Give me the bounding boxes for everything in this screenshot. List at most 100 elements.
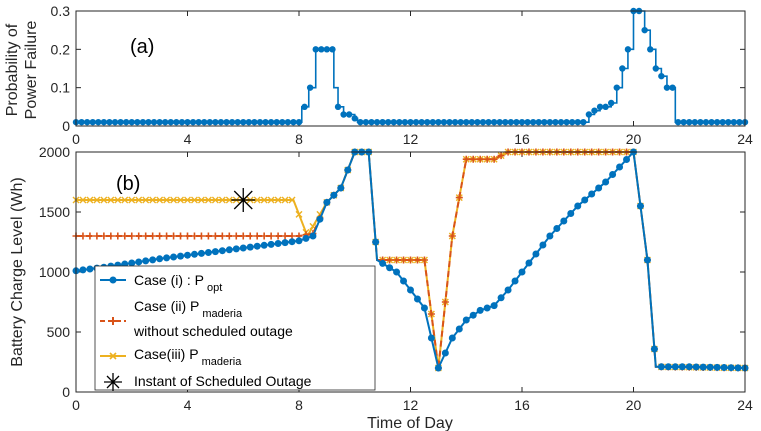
a-data-point [145, 118, 152, 126]
scheduled-outage-asterisk [231, 188, 256, 212]
panel-a-axes-box [75, 10, 746, 127]
b-point-case-iii [253, 196, 261, 204]
b-point-case-i [407, 286, 414, 294]
a-data-point [719, 118, 726, 126]
asterisk-icon [104, 373, 122, 391]
a-data-point [574, 118, 581, 126]
panel-a-label: (a) [130, 36, 154, 58]
a-data-point [217, 118, 225, 126]
a-data-point [156, 118, 163, 126]
b-point-case-ii [413, 256, 421, 264]
a-data-point [106, 118, 113, 126]
a-data-point [407, 118, 414, 126]
a-data-point [557, 118, 565, 126]
b-point-case-i [232, 245, 240, 253]
a-xtick-label: 12 [403, 131, 419, 147]
a-ytick-label: 0.2 [51, 41, 71, 57]
scheduled-outage-marker [231, 188, 256, 212]
b-point-case-i [664, 363, 672, 371]
b-point-case-ii [177, 232, 185, 240]
b-point-case-i [706, 363, 714, 371]
b-point-case-i [149, 256, 157, 264]
b-point-case-i [567, 210, 575, 217]
panel-a-ticks: 0 4 8 12 16 20 24 0 0.1 0.2 0.3 [51, 3, 753, 147]
a-data-point [585, 111, 593, 118]
b-point-case-ii [128, 232, 136, 240]
b-point-case-iii [204, 196, 212, 204]
b-point-case-i [316, 215, 324, 223]
b-point-case-i [657, 363, 665, 371]
b-point-case-i [211, 248, 219, 256]
legend-entry-outage: Instant of Scheduled Outage [104, 373, 312, 391]
a-data-point [490, 118, 498, 126]
b-point-case-ii [135, 232, 143, 240]
panel-b-ylabel: Battery Charge Level (Wh) [9, 177, 26, 366]
a-data-point [301, 103, 308, 111]
b-point-case-ii [274, 232, 282, 240]
b-point-case-i [469, 311, 477, 319]
a-data-point [435, 118, 442, 126]
b-xtick-label: 4 [184, 397, 192, 413]
a-data-point [647, 46, 654, 53]
a-data-point [295, 118, 303, 126]
a-data-point [279, 118, 286, 126]
a-data-point [150, 118, 158, 126]
a-data-point [312, 46, 319, 53]
b-point-case-ii [462, 155, 470, 163]
a-data-point [568, 118, 576, 126]
b-point-case-i [400, 277, 408, 285]
a-data-point [524, 118, 531, 126]
a-data-point [189, 118, 197, 126]
legend-marker-case-iii [109, 352, 117, 360]
legend-marker-case-ii [109, 317, 117, 325]
b-point-case-i [379, 259, 387, 267]
b-point-case-i [302, 234, 310, 242]
a-data-point [496, 118, 503, 126]
b-point-case-i [344, 166, 352, 174]
b-point-case-iii [135, 196, 143, 204]
a-data-point [713, 118, 721, 126]
a-data-point [412, 118, 420, 126]
b-point-case-i [170, 253, 178, 261]
a-data-point [373, 118, 381, 126]
b-point-case-ii [490, 155, 498, 163]
b-point-case-ii [197, 232, 205, 240]
a-data-point [95, 118, 102, 126]
a-xtick-label: 24 [737, 131, 753, 147]
b-point-case-i [163, 254, 171, 262]
a-data-point [256, 118, 264, 126]
b-point-case-i [595, 184, 603, 192]
b-ytick-label: 500 [47, 324, 71, 340]
b-point-case-i [671, 363, 679, 371]
b-point-case-iii [163, 196, 171, 204]
a-data-point [563, 118, 570, 126]
b-point-case-ii [142, 232, 150, 240]
b-point-case-iii [149, 196, 157, 204]
a-data-point [223, 118, 230, 126]
b-point-case-ii [190, 232, 198, 240]
b-point-case-iii [142, 196, 150, 204]
b-point-case-i [720, 364, 728, 372]
a-data-point [535, 118, 542, 126]
b-xtick-label: 8 [295, 397, 303, 413]
b-point-case-ii [393, 256, 401, 264]
b-point-case-iii [295, 210, 303, 218]
a-data-point [518, 118, 526, 126]
a-data-point [641, 26, 648, 34]
b-point-case-ii [427, 310, 435, 318]
b-point-case-i [393, 268, 401, 276]
b-point-case-i [462, 316, 470, 324]
b-point-case-i [204, 249, 212, 256]
a-data-point [273, 118, 280, 126]
b-point-case-ii [267, 232, 275, 240]
a-data-point [178, 118, 186, 126]
a-data-point [474, 118, 481, 126]
b-point-case-i [678, 363, 686, 371]
b-point-case-ii [170, 232, 178, 240]
b-ytick-label: 1500 [39, 204, 70, 220]
a-data-point [608, 99, 615, 107]
